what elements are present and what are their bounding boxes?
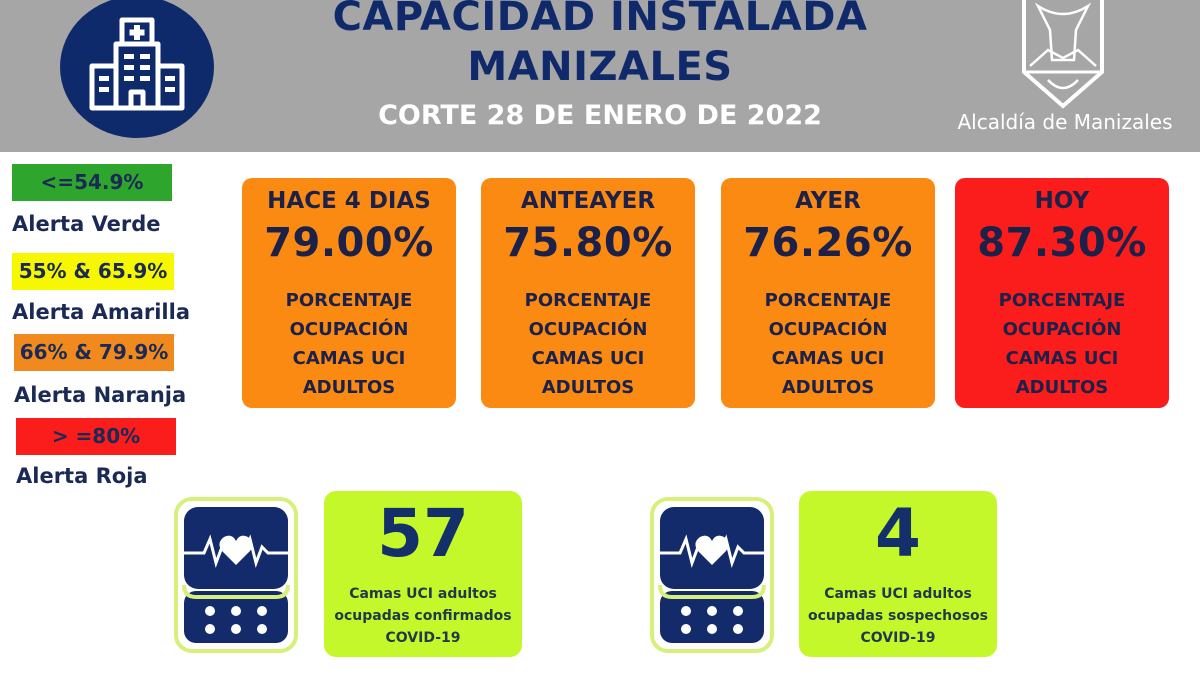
card-percentage: 76.26%: [743, 220, 913, 266]
legend-range-red: > =80%: [16, 418, 176, 455]
card-percentage: 87.30%: [977, 220, 1147, 266]
cutoff-date: CORTE 28 DE ENERO DE 2022: [378, 100, 822, 131]
legend-label-red: Alerta Roja: [16, 464, 148, 488]
desc-line: CAMAS UCI: [771, 348, 885, 369]
desc-line: ADULTOS: [781, 377, 875, 398]
desc-line: PORCENTAJE: [764, 290, 892, 311]
desc-line: Camas UCI adultos: [824, 586, 972, 602]
desc-line: OCUPACIÓN: [528, 319, 648, 340]
legend-range-orange: 66% & 79.9%: [14, 334, 174, 371]
legend-range-green: <=54.9%: [12, 164, 172, 201]
occupancy-card-yesterday: AYER 76.26% PORCENTAJE OCUPACIÓN CAMAS U…: [721, 178, 935, 408]
heart-monitor-icon: [174, 497, 298, 653]
card-period: HOY: [1034, 188, 1090, 214]
desc-line: PORCENTAJE: [524, 290, 652, 311]
desc-line: OCUPACIÓN: [768, 319, 888, 340]
desc-line: ADULTOS: [302, 377, 396, 398]
legend-label-green: Alerta Verde: [12, 212, 161, 236]
desc-line: PORCENTAJE: [998, 290, 1126, 311]
card-percentage: 79.00%: [264, 220, 434, 266]
desc-line: COVID-19: [860, 630, 936, 646]
legend-range-yellow: 55% & 65.9%: [12, 253, 174, 290]
desc-line: CAMAS UCI: [531, 348, 645, 369]
stat-value: 57: [377, 495, 469, 572]
stat-value: 4: [875, 495, 921, 572]
header-banner: CAPACIDAD INSTALADA MANIZALES CORTE 28 D…: [0, 0, 1200, 152]
hospital-icon: [60, 0, 214, 138]
card-description: PORCENTAJE OCUPACIÓN CAMAS UCI ADULTOS: [721, 286, 935, 402]
desc-line: ADULTOS: [541, 377, 635, 398]
stat-suspected-covid: 4 Camas UCI adultos ocupadas sospechosos…: [799, 491, 997, 657]
desc-line: OCUPACIÓN: [1002, 319, 1122, 340]
desc-line: Camas UCI adultos: [349, 586, 497, 602]
stat-description: Camas UCI adultos ocupadas sospechosos C…: [799, 583, 997, 649]
card-percentage: 75.80%: [503, 220, 673, 266]
legend-label-orange: Alerta Naranja: [14, 383, 187, 407]
stat-confirmed-covid: 57 Camas UCI adultos ocupadas confirmado…: [324, 491, 522, 657]
card-period: AYER: [795, 188, 861, 214]
page-title-city: MANIZALES: [467, 44, 733, 90]
org-name: Alcaldía de Manizales: [957, 110, 1173, 134]
card-description: PORCENTAJE OCUPACIÓN CAMAS UCI ADULTOS: [242, 286, 456, 402]
legend-label-yellow: Alerta Amarilla: [12, 300, 190, 324]
stat-description: Camas UCI adultos ocupadas confirmados C…: [324, 583, 522, 649]
occupancy-card-day-before-yesterday: ANTEAYER 75.80% PORCENTAJE OCUPACIÓN CAM…: [481, 178, 695, 408]
desc-line: ADULTOS: [1015, 377, 1109, 398]
occupancy-card-today: HOY 87.30% PORCENTAJE OCUPACIÓN CAMAS UC…: [955, 178, 1169, 408]
desc-line: ocupadas confirmados: [334, 608, 512, 624]
card-description: PORCENTAJE OCUPACIÓN CAMAS UCI ADULTOS: [955, 286, 1169, 402]
desc-line: ocupadas sospechosos: [808, 608, 988, 624]
heart-monitor-icon: [650, 497, 774, 653]
desc-line: OCUPACIÓN: [289, 319, 409, 340]
crest-logo-icon: [1018, 0, 1108, 110]
desc-line: COVID-19: [385, 630, 461, 646]
desc-line: CAMAS UCI: [1005, 348, 1119, 369]
occupancy-card-4-days-ago: HACE 4 DIAS 79.00% PORCENTAJE OCUPACIÓN …: [242, 178, 456, 408]
card-description: PORCENTAJE OCUPACIÓN CAMAS UCI ADULTOS: [481, 286, 695, 402]
desc-line: PORCENTAJE: [285, 290, 413, 311]
page-title: CAPACIDAD INSTALADA: [332, 0, 868, 40]
card-period: HACE 4 DIAS: [267, 188, 431, 214]
desc-line: CAMAS UCI: [292, 348, 406, 369]
card-period: ANTEAYER: [520, 188, 656, 214]
